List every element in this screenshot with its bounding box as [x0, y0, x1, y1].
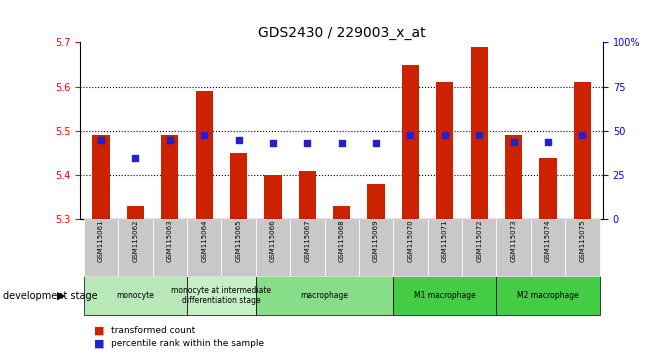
Bar — [127, 206, 144, 219]
Text: development stage: development stage — [3, 291, 98, 301]
Point — [577, 132, 588, 137]
Text: transformed count: transformed count — [111, 326, 195, 336]
Point — [440, 132, 450, 137]
Text: GSM115071: GSM115071 — [442, 219, 448, 262]
Text: percentile rank within the sample: percentile rank within the sample — [111, 339, 264, 348]
Point — [233, 137, 244, 143]
Point — [336, 141, 347, 146]
Bar — [230, 153, 247, 219]
Text: GSM115070: GSM115070 — [407, 219, 413, 262]
Title: GDS2430 / 229003_x_at: GDS2430 / 229003_x_at — [258, 26, 425, 40]
Text: GSM115062: GSM115062 — [133, 219, 139, 262]
Text: ▶: ▶ — [57, 291, 66, 301]
Text: GSM115074: GSM115074 — [545, 219, 551, 262]
Bar — [436, 82, 454, 219]
Bar — [505, 135, 522, 219]
Bar — [402, 64, 419, 219]
Bar — [333, 206, 350, 219]
Bar — [196, 91, 213, 219]
Bar — [574, 82, 591, 219]
Point — [96, 137, 107, 143]
Text: GSM115066: GSM115066 — [270, 219, 276, 262]
Text: monocyte: monocyte — [117, 291, 154, 300]
Point — [509, 139, 519, 144]
Point — [199, 132, 210, 137]
Point — [474, 132, 484, 137]
Point — [543, 139, 553, 144]
Text: M1 macrophage: M1 macrophage — [414, 291, 476, 300]
Bar — [470, 47, 488, 219]
Point — [130, 155, 141, 160]
Text: monocyte at intermediate
differentiation stage: monocyte at intermediate differentiation… — [172, 286, 271, 305]
Text: ■: ■ — [94, 326, 105, 336]
Text: GSM115073: GSM115073 — [511, 219, 517, 262]
Bar — [539, 158, 557, 219]
Bar — [299, 171, 316, 219]
Text: GSM115075: GSM115075 — [580, 219, 586, 262]
Point — [267, 141, 278, 146]
Bar — [92, 135, 110, 219]
Point — [405, 132, 416, 137]
Bar — [367, 184, 385, 219]
Bar — [161, 135, 178, 219]
Text: ■: ■ — [94, 338, 105, 348]
Text: macrophage: macrophage — [301, 291, 348, 300]
Text: GSM115067: GSM115067 — [304, 219, 310, 262]
Text: GSM115069: GSM115069 — [373, 219, 379, 262]
Text: GSM115068: GSM115068 — [339, 219, 344, 262]
Text: GSM115061: GSM115061 — [98, 219, 104, 262]
Point — [164, 137, 175, 143]
Text: GSM115063: GSM115063 — [167, 219, 173, 262]
Point — [371, 141, 381, 146]
Text: GSM115072: GSM115072 — [476, 219, 482, 262]
Text: M2 macrophage: M2 macrophage — [517, 291, 579, 300]
Text: GSM115064: GSM115064 — [201, 219, 207, 262]
Text: GSM115065: GSM115065 — [236, 219, 242, 262]
Bar — [265, 175, 281, 219]
Point — [302, 141, 313, 146]
